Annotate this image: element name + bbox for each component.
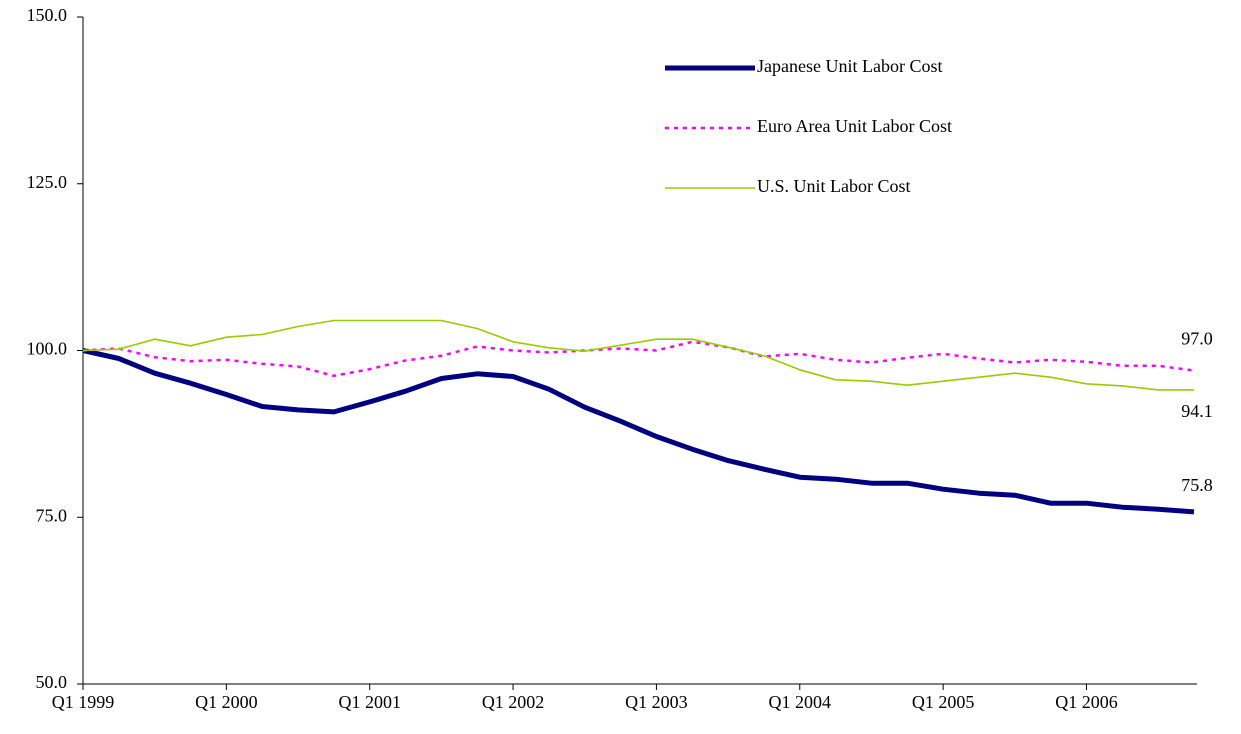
data-label: 94.1 (1181, 401, 1213, 421)
y-tick-label: 100.0 (27, 339, 68, 359)
series-line (82, 348, 1195, 515)
legend-label: Euro Area Unit Labor Cost (757, 116, 952, 136)
x-tick-label: Q1 2004 (769, 692, 832, 712)
legend-label: Japanese Unit Labor Cost (757, 56, 942, 76)
x-tick-label: Q1 2002 (482, 692, 545, 712)
y-tick-label: 125.0 (27, 172, 68, 192)
data-label: 97.0 (1181, 329, 1213, 349)
x-tick-label: Q1 2003 (625, 692, 688, 712)
y-tick-label: 50.0 (36, 672, 68, 692)
x-tick-label: Q1 2000 (195, 692, 258, 712)
legend-label: U.S. Unit Labor Cost (757, 176, 911, 196)
series-line (82, 319, 1194, 391)
x-tick-label: Q1 1999 (52, 692, 115, 712)
y-tick-label: 75.0 (36, 505, 68, 525)
y-tick-label: 150.0 (27, 5, 68, 25)
series-line (82, 340, 1195, 378)
x-tick-label: Q1 2005 (912, 692, 975, 712)
x-tick-label: Q1 2006 (1055, 692, 1118, 712)
data-label: 75.8 (1181, 475, 1213, 495)
x-tick-label: Q1 2001 (338, 692, 401, 712)
